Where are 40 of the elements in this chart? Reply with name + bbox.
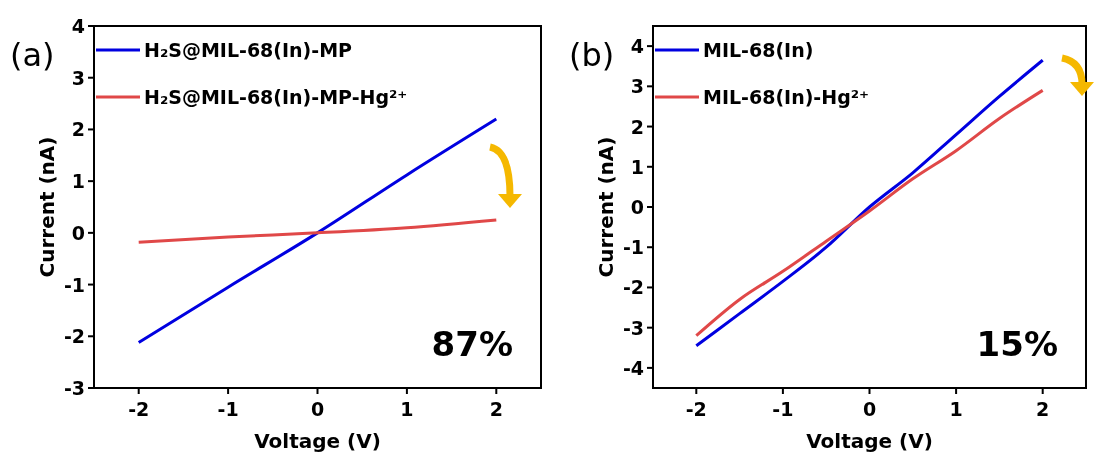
y-tick-label: -3: [63, 377, 85, 399]
annotation: 15%: [976, 324, 1058, 364]
legend-label: MIL-68(In)-Hg²⁺: [703, 86, 870, 108]
y-tick-label: -3: [622, 316, 644, 339]
y-tick-label: -1: [622, 236, 644, 259]
x-tick-label: -1: [772, 398, 794, 420]
y-axis-title: Current (nA): [35, 136, 59, 278]
y-tick-label: 2: [71, 118, 85, 141]
y-tick-label: 1: [71, 170, 85, 193]
y-tick-label: -4: [622, 356, 644, 379]
y-tick-label: -1: [63, 273, 85, 296]
y-tick-label: 0: [71, 221, 85, 244]
x-tick-label: -2: [685, 398, 707, 420]
x-axis-title: Voltage (V): [806, 429, 933, 453]
y-tick-label: 3: [71, 66, 85, 89]
legend-label: MIL-68(In): [703, 39, 814, 61]
x-tick-label: 0: [862, 398, 877, 420]
x-tick-label: 1: [949, 398, 963, 420]
text: (a): [10, 36, 55, 74]
x-tick-label: 0: [310, 398, 325, 420]
y-axis-title: Current (nA): [594, 136, 618, 278]
line-series: [137, 218, 498, 244]
x-tick-label: -2: [128, 398, 150, 420]
legend-label: H₂S@MIL-68(In)-MP: [144, 39, 353, 61]
y-tick-label: -2: [622, 276, 644, 299]
x-tick-label: 1: [400, 398, 414, 420]
y-tick-label: 0: [630, 196, 644, 218]
y-tick-label: 4: [71, 15, 85, 37]
x-tick-label: -1: [217, 398, 239, 420]
x-tick-label: 2: [1036, 398, 1050, 420]
x-axis-title: Voltage (V): [254, 429, 381, 453]
y-tick-label: 4: [630, 35, 644, 58]
y-tick-label: 1: [630, 155, 644, 178]
y-tick-label: 2: [630, 115, 644, 138]
y-tick-label: 3: [630, 75, 644, 98]
annotation: 87%: [431, 324, 513, 364]
legend-label: H₂S@MIL-68(In)-MP-Hg²⁺: [144, 86, 408, 108]
x-tick-label: 2: [489, 398, 503, 420]
text: (b): [569, 36, 615, 74]
y-tick-label: -2: [63, 325, 85, 348]
